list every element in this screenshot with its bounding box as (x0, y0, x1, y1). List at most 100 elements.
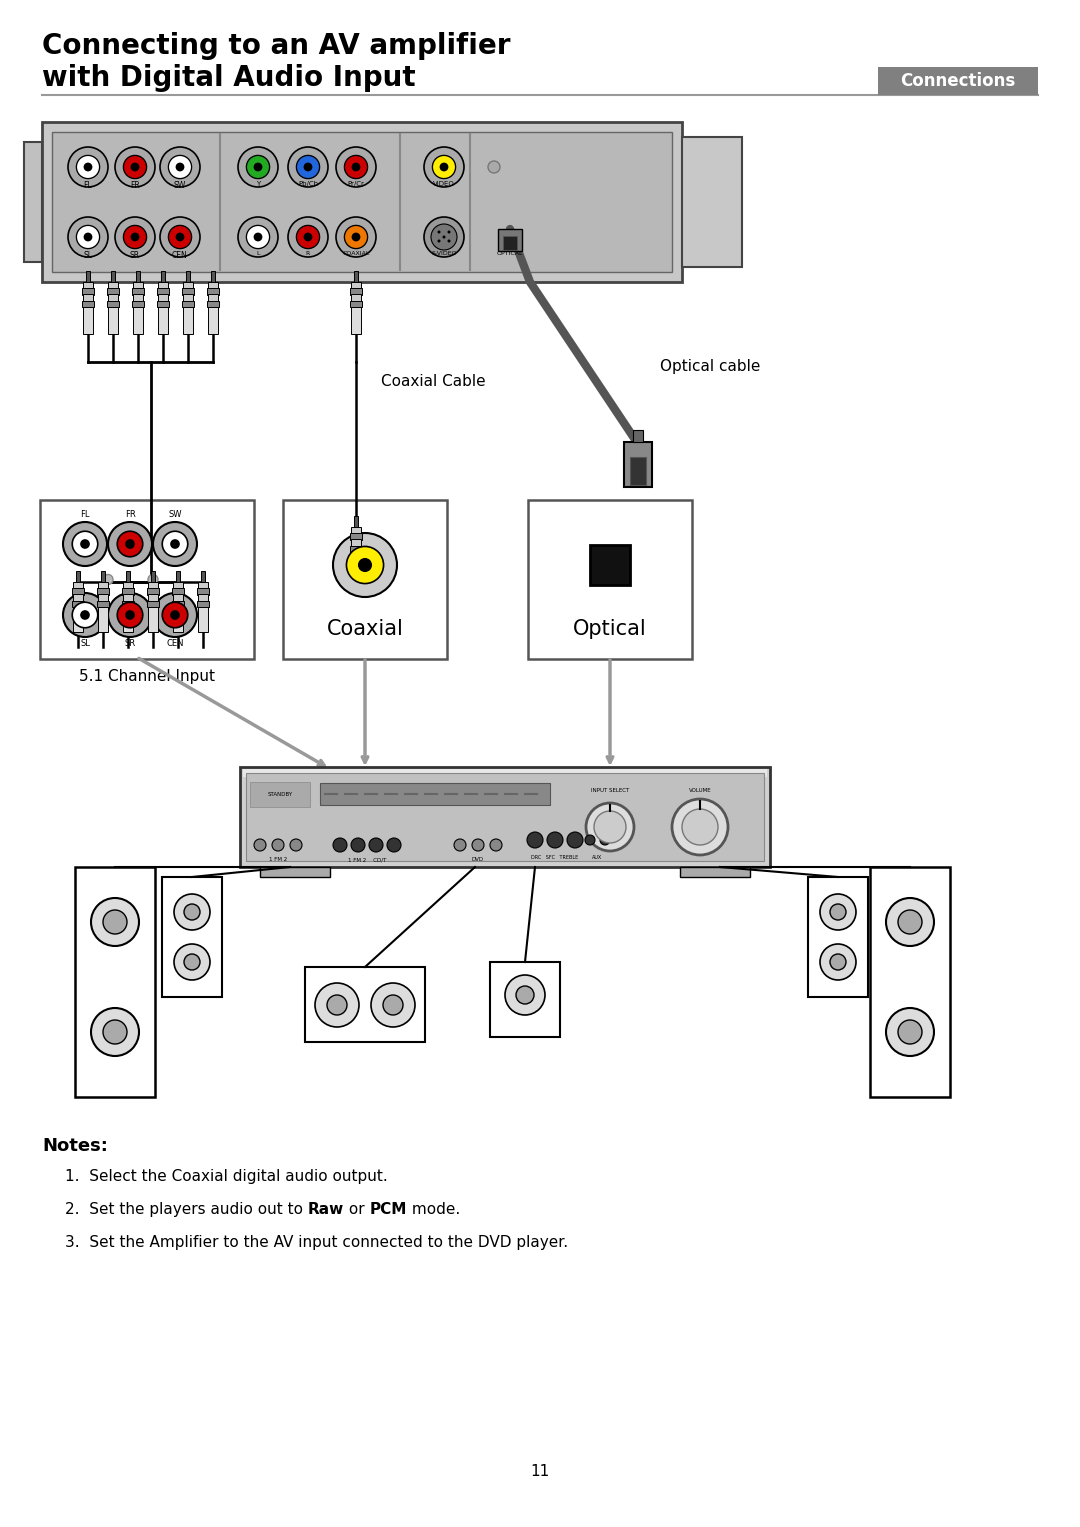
Circle shape (886, 898, 934, 947)
Bar (157, 301, 168, 307)
Text: OPTICAL: OPTICAL (497, 250, 523, 257)
Text: FR: FR (130, 182, 140, 189)
Text: Connecting to an AV amplifier: Connecting to an AV amplifier (42, 32, 511, 60)
Circle shape (72, 531, 98, 557)
Circle shape (272, 838, 284, 851)
Bar (183, 289, 194, 295)
Bar (207, 289, 219, 295)
FancyBboxPatch shape (528, 499, 692, 660)
Text: Raw: Raw (308, 1202, 345, 1217)
Circle shape (820, 893, 856, 930)
Circle shape (123, 156, 147, 179)
Circle shape (254, 232, 262, 241)
FancyBboxPatch shape (283, 499, 447, 660)
Circle shape (345, 156, 367, 179)
Circle shape (585, 835, 595, 844)
Bar (351, 553, 361, 577)
Text: 1 FM 2: 1 FM 2 (269, 857, 287, 863)
Text: 1 FM 2    CD/T: 1 FM 2 CD/T (348, 858, 387, 863)
Circle shape (352, 232, 361, 241)
Bar (151, 571, 154, 582)
Text: DVD: DVD (472, 857, 484, 863)
Text: PCM: PCM (369, 1202, 407, 1217)
Circle shape (131, 232, 139, 241)
Text: STANDBY: STANDBY (268, 793, 293, 797)
Circle shape (162, 531, 188, 557)
Circle shape (160, 147, 200, 186)
Circle shape (303, 162, 312, 171)
Circle shape (91, 1008, 139, 1057)
Circle shape (238, 147, 278, 186)
Text: Notes:: Notes: (42, 1138, 108, 1154)
Bar (82, 301, 94, 307)
Circle shape (108, 592, 152, 637)
Circle shape (153, 592, 197, 637)
Bar (198, 608, 208, 632)
Bar (72, 602, 84, 608)
Bar (73, 582, 83, 589)
Circle shape (336, 217, 376, 257)
Circle shape (437, 231, 441, 234)
Text: Optical: Optical (573, 618, 647, 638)
Text: FR: FR (124, 510, 135, 519)
Bar (107, 301, 119, 307)
Circle shape (174, 893, 210, 930)
Bar (158, 307, 168, 334)
Bar (590, 545, 630, 585)
Text: 1.  Select the Coaxial digital audio output.: 1. Select the Coaxial digital audio outp… (65, 1170, 388, 1183)
Bar (186, 272, 190, 282)
Circle shape (118, 602, 143, 628)
Circle shape (77, 156, 99, 179)
Circle shape (296, 226, 320, 249)
Circle shape (153, 522, 197, 567)
Text: 11: 11 (530, 1464, 550, 1480)
Circle shape (424, 147, 464, 186)
Bar (201, 571, 205, 582)
Circle shape (897, 1020, 922, 1044)
Text: CEN: CEN (166, 638, 184, 647)
Circle shape (291, 838, 302, 851)
Circle shape (327, 996, 347, 1015)
Circle shape (387, 838, 401, 852)
Text: Optical cable: Optical cable (660, 359, 760, 374)
Circle shape (184, 904, 200, 919)
Circle shape (114, 217, 156, 257)
Bar (172, 602, 184, 608)
Bar (83, 282, 93, 289)
Bar (77, 571, 80, 582)
Circle shape (336, 147, 376, 186)
Circle shape (184, 954, 200, 970)
Circle shape (162, 602, 188, 628)
Circle shape (831, 904, 846, 919)
Bar (122, 588, 134, 594)
Text: AUX: AUX (592, 855, 603, 860)
Circle shape (288, 147, 328, 186)
Circle shape (72, 602, 98, 628)
Circle shape (168, 226, 191, 249)
Text: Pr/Cr: Pr/Cr (348, 182, 364, 186)
Bar (148, 594, 158, 602)
Circle shape (472, 838, 484, 851)
Circle shape (505, 976, 545, 1015)
Circle shape (168, 156, 191, 179)
FancyBboxPatch shape (40, 499, 254, 660)
Text: 2.  Set the players audio out to: 2. Set the players audio out to (65, 1202, 308, 1217)
Bar (260, 867, 330, 876)
Circle shape (437, 240, 441, 243)
Bar (207, 301, 219, 307)
Bar (82, 289, 94, 295)
Bar (351, 293, 361, 302)
Circle shape (424, 217, 464, 257)
Text: S-VIDEO: S-VIDEO (431, 250, 457, 257)
Text: R: R (306, 250, 310, 257)
Bar (147, 602, 159, 608)
Circle shape (443, 235, 446, 238)
Bar (147, 588, 159, 594)
Bar (354, 272, 357, 282)
Circle shape (148, 574, 158, 585)
Bar (570, 780, 650, 799)
Circle shape (103, 1020, 127, 1044)
Circle shape (440, 162, 448, 171)
Circle shape (369, 838, 383, 852)
Bar (173, 608, 183, 632)
